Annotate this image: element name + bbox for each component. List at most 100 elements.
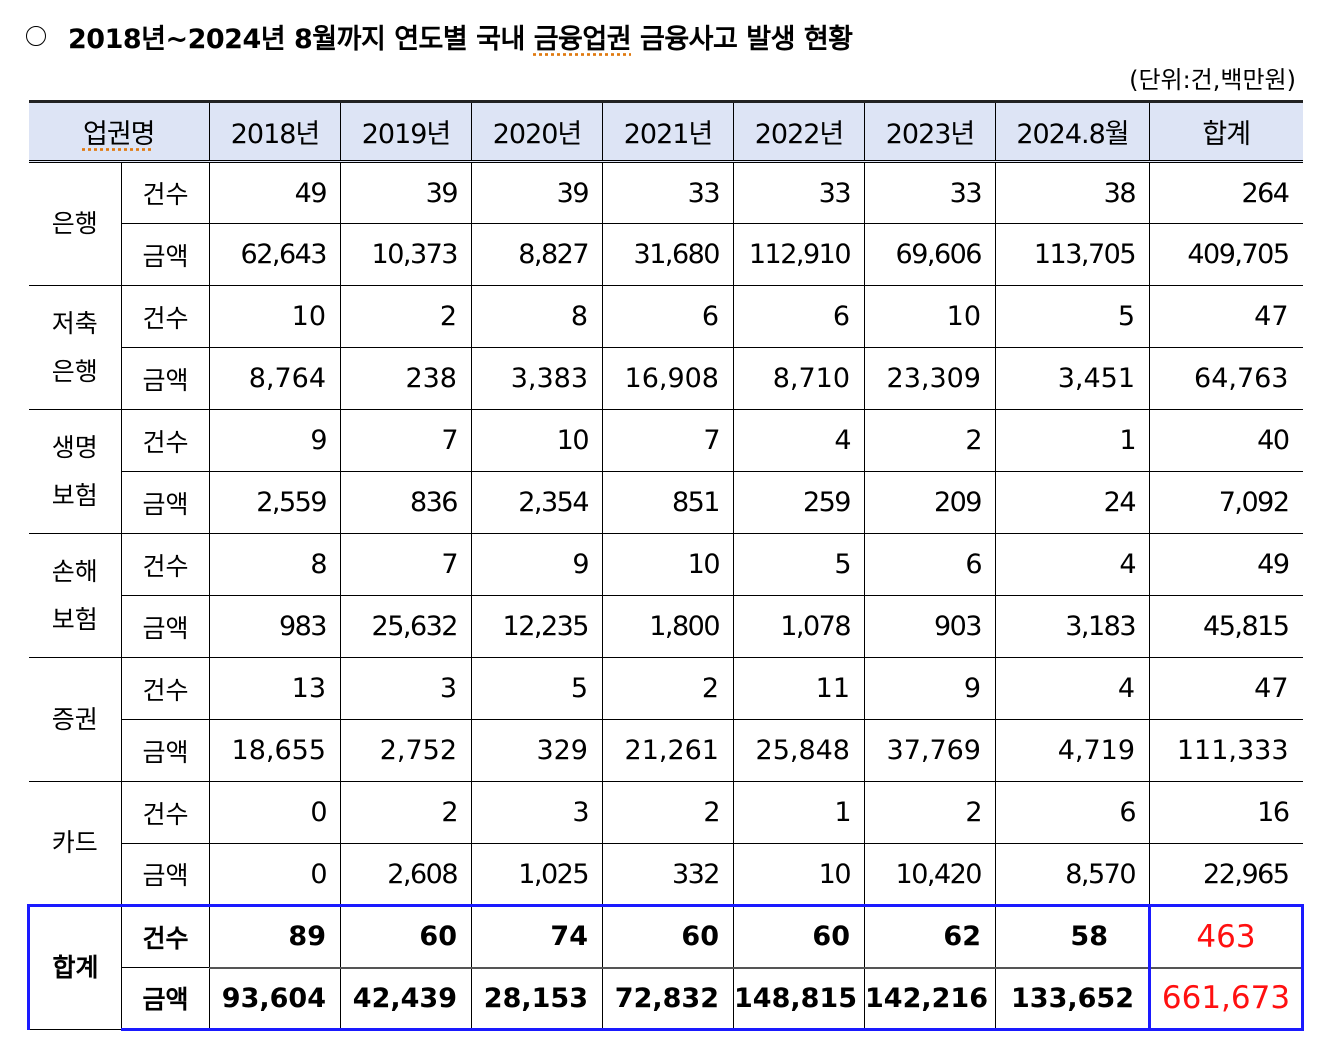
value-cell: 2,354 [471,471,603,534]
header-total: 합계 [1149,100,1303,163]
title-prefix: 2018년~2024년 8월까지 연도별 국내 [68,23,534,55]
value-cell: 5 [995,285,1150,348]
circle-bullet-icon [26,26,46,46]
grand-total-count: 463 [1148,904,1304,968]
value-cell: 49 [1149,533,1303,596]
value-cell: 148,815 [733,966,865,1031]
value-cell: 10 [733,843,865,906]
value-cell: 39 [340,161,472,224]
value-cell: 142,216 [864,966,996,1031]
value-cell: 9 [864,657,996,720]
value-cell: 2 [864,409,996,472]
value-cell: 16,908 [602,347,734,410]
value-cell: 836 [340,471,472,534]
value-cell: 11 [733,657,865,720]
header-2020: 2020년 [471,100,603,163]
value-cell: 6 [864,533,996,596]
value-cell: 264 [1149,161,1303,224]
value-cell: 3,451 [995,347,1150,410]
value-cell: 69,606 [864,223,996,286]
header-2022: 2022년 [733,100,865,163]
value-cell: 851 [602,471,734,534]
header-2021: 2021년 [602,100,734,163]
value-cell: 10 [471,409,603,472]
value-cell: 33 [864,161,996,224]
value-cell: 37,769 [864,719,996,782]
table-row: 카드 건수 0 2 3 2 1 2 6 16 [28,781,1303,906]
value-cell: 8,764 [209,347,341,410]
title-suffix: 금융사고 발생 현황 [631,23,853,55]
total-category: 합계 [27,904,122,1030]
value-cell: 2 [602,657,734,720]
title-underlined-word: 금융업권 [533,23,632,55]
value-cell: 112,910 [733,223,865,286]
amount-label: 금액 [121,595,210,658]
value-cell: 6 [995,781,1150,844]
value-cell: 10 [209,285,341,348]
value-cell: 10 [602,533,734,596]
table-row: 금액 8,764 238 3,383 16,908 8,710 23,309 3,451 64,… [29,347,1303,410]
value-cell: 13 [209,657,341,720]
value-cell: 22,965 [1149,843,1303,906]
value-cell: 409,705 [1149,223,1303,286]
value-cell: 1,800 [602,595,734,658]
count-label: 건수 [121,904,210,968]
table-row: 금액 62,643 10,373 8,827 31,680 112,910 69,606 11… [29,223,1303,286]
amount-label: 금액 [121,719,210,782]
count-label: 건수 [121,533,210,596]
header-2018: 2018년 [209,100,341,163]
header-category: 업권명 [28,100,210,163]
value-cell: 39 [471,161,603,224]
value-cell: 10,373 [340,223,472,286]
value-cell: 3,383 [471,347,603,410]
value-cell: 7 [340,409,472,472]
value-cell: 111,333 [1149,719,1303,782]
total-row-count: 합계 건수 89 60 74 60 60 62 58 463 [27,904,1304,1030]
value-cell: 93,604 [209,966,341,1031]
value-cell: 8 [209,533,341,596]
value-cell: 0 [209,843,341,906]
value-cell: 64,763 [1149,347,1303,410]
value-cell: 2,608 [340,843,472,906]
table-row: 금액 0 2,608 1,025 332 10 10,420 8,570 22,965 [29,843,1303,906]
value-cell: 2 [340,285,472,348]
value-cell: 47 [1149,657,1303,720]
value-cell: 329 [471,719,603,782]
category-cell: 증권 [28,657,122,782]
value-cell: 23,309 [864,347,996,410]
amount-label: 금액 [121,471,210,534]
value-cell: 2,752 [340,719,472,782]
value-cell: 6 [602,285,734,348]
value-cell: 0 [209,781,341,844]
value-cell: 33 [602,161,734,224]
value-cell: 38 [995,161,1150,224]
value-cell: 3 [340,657,472,720]
value-cell: 12,235 [471,595,603,658]
amount-label: 금액 [121,347,210,410]
value-cell: 4 [733,409,865,472]
value-cell: 133,652 [995,966,1150,1031]
value-cell: 259 [733,471,865,534]
value-cell: 25,632 [340,595,472,658]
value-cell: 7 [602,409,734,472]
table-row: 증권 건수 13 3 5 2 11 9 4 47 [28,657,1303,782]
value-cell: 332 [602,843,734,906]
value-cell: 983 [209,595,341,658]
value-cell: 31,680 [602,223,734,286]
total-row-amount: 금액 93,604 42,439 28,153 72,832 148,815 142,216… [29,966,1304,1031]
value-cell: 2 [864,781,996,844]
value-cell: 238 [340,347,472,410]
value-cell: 4 [995,657,1150,720]
value-cell: 3,183 [995,595,1150,658]
value-cell: 9 [471,533,603,596]
value-cell: 7,092 [1149,471,1303,534]
value-cell: 62,643 [209,223,341,286]
table-row: 은행 건수 49 39 39 33 33 33 38 264 [28,161,1303,286]
count-label: 건수 [121,781,210,844]
value-cell: 60 [733,904,865,968]
value-cell: 2 [340,781,472,844]
value-cell: 7 [340,533,472,596]
amount-label: 금액 [121,843,210,906]
value-cell: 10 [864,285,996,348]
header-2024-aug: 2024.8월 [995,100,1150,163]
